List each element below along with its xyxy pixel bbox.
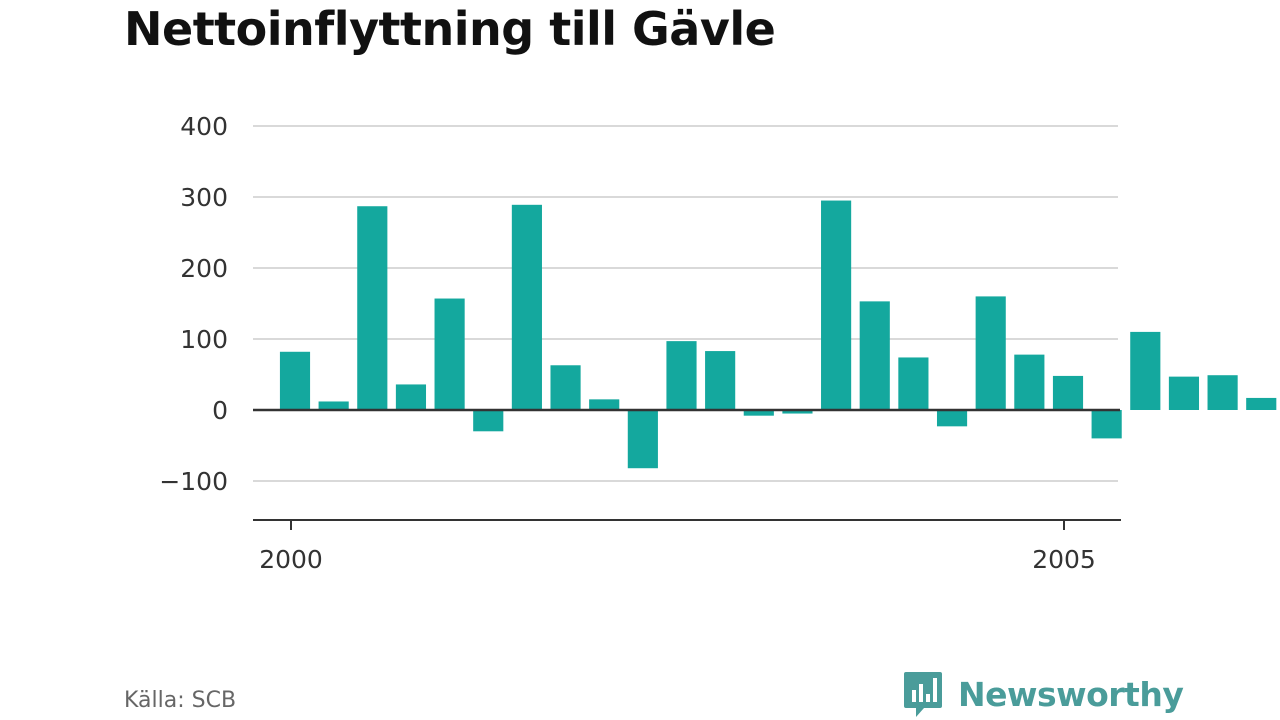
bar <box>1207 375 1238 410</box>
bar <box>550 365 581 410</box>
x-tick-label: 2000 <box>259 545 323 574</box>
bar <box>666 341 697 410</box>
bar <box>859 301 890 410</box>
bar <box>1130 331 1161 410</box>
y-tick-label: 0 <box>212 396 228 425</box>
bar <box>279 351 311 410</box>
newsworthy-speech-bubble-icon <box>904 672 942 717</box>
bar <box>1014 354 1045 410</box>
bar <box>1168 376 1200 410</box>
bar <box>743 410 774 416</box>
chart-title: Nettoinflyttning till Gävle <box>124 2 776 56</box>
bar <box>318 401 349 410</box>
brand-name: Newsworthy <box>958 674 1184 714</box>
x-tick-label: 2005 <box>1032 545 1096 574</box>
bar <box>357 206 388 410</box>
y-tick-label: 400 <box>180 112 228 141</box>
bar <box>936 410 968 427</box>
bar <box>898 357 929 410</box>
source-note: Källa: SCB <box>124 688 237 713</box>
gridlines <box>253 125 1118 482</box>
bar <box>395 384 427 410</box>
x-axis-ticks: 200020052010201520202025 <box>259 520 1096 574</box>
bar <box>434 298 465 410</box>
y-tick-label: 300 <box>180 183 228 212</box>
bars <box>279 200 1277 469</box>
bar <box>1052 375 1084 410</box>
bar <box>821 200 852 410</box>
brand-logo: Newsworthy <box>902 670 1184 718</box>
bar <box>782 410 813 414</box>
bar <box>705 351 736 410</box>
bar <box>1091 410 1122 439</box>
y-axis-labels: 400 300 200 100 0 −100 <box>159 112 228 496</box>
bar <box>511 204 542 410</box>
bar <box>1246 397 1277 410</box>
bar <box>975 296 1006 410</box>
y-tick-label: −100 <box>159 467 228 496</box>
bar <box>473 410 504 432</box>
y-tick-label: 100 <box>180 325 228 354</box>
bar <box>627 410 658 469</box>
bar <box>589 399 620 410</box>
y-tick-label: 200 <box>180 254 228 283</box>
